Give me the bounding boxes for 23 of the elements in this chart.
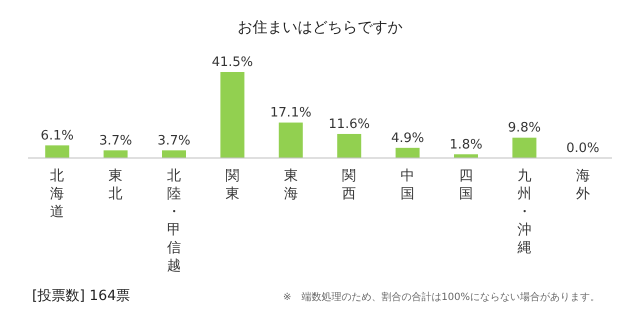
data-label: 4.9% — [391, 130, 424, 146]
x-tick-label: 九州・沖縄 — [516, 168, 532, 256]
x-tick-label: 関西 — [342, 168, 356, 202]
data-label: 6.1% — [40, 128, 74, 144]
x-tick-label: 中国 — [400, 168, 415, 202]
text: [投票数] 164票 — [32, 288, 130, 304]
x-tick-label: 東海 — [284, 168, 298, 202]
data-label: 0.0% — [566, 141, 600, 156]
text: ※ 端数処理のため、割合の合計は100%にならない場合があります。 — [283, 291, 600, 303]
data-label: 9.8% — [508, 120, 541, 136]
data-label: 3.7% — [99, 133, 132, 148]
chart-title: お住まいはどちらですか — [238, 18, 402, 36]
data-label: 11.6% — [328, 116, 370, 132]
data-label: 1.8% — [449, 137, 483, 152]
x-tick-label: 関東 — [225, 168, 240, 202]
data-label: 17.1% — [270, 106, 312, 121]
data-label: 3.7% — [157, 133, 191, 148]
x-tick-label: 北海道 — [50, 168, 64, 220]
x-tick-label: 海外 — [576, 168, 590, 202]
data-label: 41.5% — [212, 55, 254, 70]
x-tick-label: 北陸・甲信越 — [167, 168, 181, 274]
x-tick-label: 東北 — [108, 168, 123, 202]
x-tick-label: 四国 — [459, 168, 473, 202]
